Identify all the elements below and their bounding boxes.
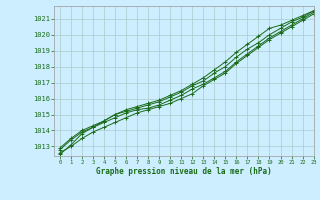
- X-axis label: Graphe pression niveau de la mer (hPa): Graphe pression niveau de la mer (hPa): [96, 167, 272, 176]
